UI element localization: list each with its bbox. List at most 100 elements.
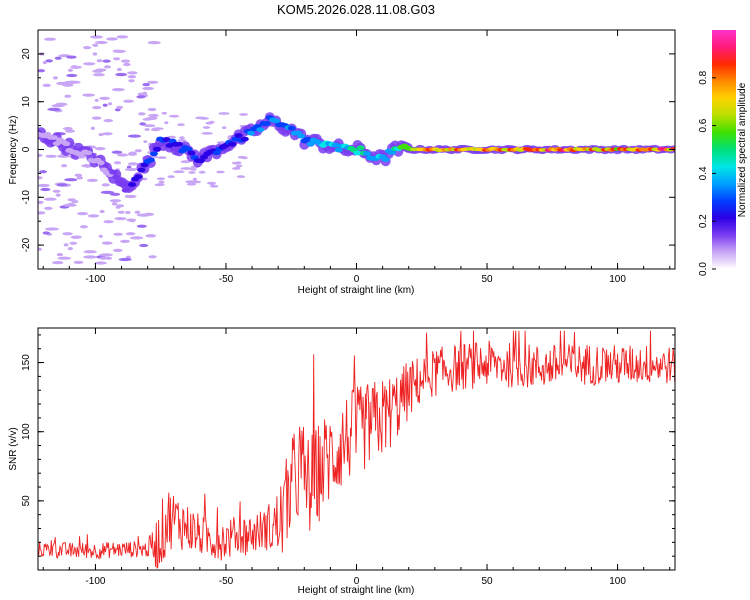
heatmap-cell (56, 183, 68, 187)
heatmap-cell (306, 141, 315, 147)
heatmap-cell (44, 197, 57, 201)
heatmap-cell (162, 137, 171, 143)
heatmap-cell (150, 128, 160, 132)
heatmap-cell (123, 62, 131, 67)
heatmap-cell (109, 169, 118, 175)
heatmap-cell (64, 178, 78, 182)
heatmap-cell (87, 214, 100, 218)
heatmap-cell (209, 184, 219, 188)
heatmap-cell (45, 154, 57, 158)
heatmap-cell (66, 55, 77, 59)
heatmap-cell (139, 122, 146, 126)
heatmap-cell (109, 192, 121, 196)
heatmap-cell (195, 116, 206, 120)
x-tick-label: 100 (609, 576, 626, 587)
heatmap-cell (148, 113, 159, 118)
heatmap-cell (57, 256, 72, 260)
figure-title: KOM5.2026.028.11.08.G03 (277, 2, 435, 17)
heatmap-cell (148, 255, 157, 259)
heatmap-cell (52, 141, 61, 147)
spectrogram-x-label: Height of straight line (km) (298, 285, 415, 296)
heatmap-cell (92, 52, 98, 56)
snr-x-label: Height of straight line (km) (298, 585, 415, 596)
heatmap-cell (136, 224, 147, 228)
heatmap-cell (52, 76, 58, 80)
heatmap-cell (45, 227, 59, 231)
heatmap-cell (49, 135, 58, 141)
heatmap-cell (262, 121, 271, 126)
heatmap-cell (62, 127, 73, 131)
heatmap-cell (165, 143, 174, 148)
heatmap-cell (63, 203, 77, 207)
heatmap-cell (202, 126, 211, 129)
heatmap-cell (126, 165, 132, 169)
heatmap-cell (216, 141, 226, 144)
heatmap-cell (196, 158, 205, 164)
heatmap-cell (111, 150, 123, 154)
heatmap-cell (99, 256, 107, 260)
heatmap-cell (106, 37, 118, 41)
heatmap-cell (121, 187, 130, 193)
heatmap-cell (116, 105, 124, 109)
heatmap-cell (303, 136, 312, 142)
heatmap-cell (212, 150, 221, 156)
heatmap-cell (94, 40, 108, 45)
snr-series-line (38, 330, 675, 569)
heatmap-cell (130, 219, 135, 223)
heatmap-cell (38, 153, 43, 157)
heatmap-cell (143, 140, 148, 144)
heatmap-cell (149, 151, 158, 157)
heatmap-cell (134, 174, 143, 180)
snr-ticks: -100 -50 0 50 100 50 100 150 (21, 328, 675, 587)
heatmap-cell (91, 116, 102, 120)
heatmap-cell (127, 71, 138, 75)
heatmap-cell (99, 96, 110, 100)
heatmap-cell (70, 65, 82, 69)
heatmap-cell (76, 176, 84, 180)
heatmap-cell (102, 103, 108, 107)
heatmap-cell (85, 164, 91, 168)
heatmap-cell (239, 113, 249, 116)
heatmap-cell (38, 176, 43, 180)
heatmap-cell (256, 127, 265, 133)
heatmap-cell (240, 136, 249, 142)
heatmap-cell (331, 142, 340, 148)
x-tick-label: -100 (85, 576, 105, 587)
x-tick-label: 50 (481, 576, 493, 587)
heatmap-cell (73, 260, 84, 264)
heatmap-cell (146, 157, 155, 163)
heatmap-cell (114, 217, 127, 221)
colorbar-ticks: 0.0 0.2 0.4 0.6 0.8 (698, 70, 716, 276)
heatmap-cell (52, 189, 61, 193)
heatmap-cell (125, 232, 136, 236)
heatmap-cell (130, 236, 144, 240)
heatmap-cell (94, 147, 106, 151)
heatmap-cell (144, 128, 150, 131)
heatmap-cell (117, 210, 125, 214)
heatmap-cell (143, 124, 156, 128)
heatmap-cell (236, 164, 243, 168)
heatmap-cell (98, 234, 103, 238)
heatmap-cell (84, 150, 93, 156)
heatmap-cell (209, 120, 215, 124)
snr-marks (38, 330, 675, 569)
heatmap-cell (44, 37, 56, 41)
y-tick-label: -10 (21, 190, 32, 205)
heatmap-cell (69, 241, 78, 245)
heatmap-cell (180, 167, 193, 170)
heatmap-cell (77, 212, 89, 216)
heatmap-cell (272, 118, 281, 124)
heatmap-cell (334, 147, 343, 153)
heatmap-cell (297, 133, 306, 139)
heatmap-cell (128, 182, 136, 187)
heatmap-cell (353, 150, 362, 156)
heatmap-cell (92, 43, 99, 47)
heatmap-cell (39, 170, 47, 174)
heatmap-cell (56, 253, 64, 257)
heatmap-cell (287, 125, 296, 131)
heatmap-cell (134, 149, 142, 153)
heatmap-cell (47, 107, 61, 111)
heatmap-cell (92, 73, 105, 77)
heatmap-cell (147, 41, 161, 45)
